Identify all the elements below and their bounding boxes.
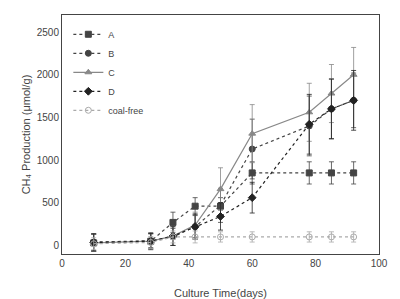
svg-text:CH₄ Production (μmol/g): CH₄ Production (μmol/g) bbox=[20, 75, 32, 195]
svg-text:80: 80 bbox=[310, 258, 322, 269]
svg-text:D: D bbox=[108, 87, 115, 97]
svg-text:60: 60 bbox=[247, 258, 259, 269]
svg-text:C: C bbox=[108, 68, 115, 78]
svg-text:2000: 2000 bbox=[37, 69, 60, 80]
svg-text:coal-free: coal-free bbox=[108, 106, 143, 116]
svg-text:0: 0 bbox=[59, 258, 65, 269]
svg-text:100: 100 bbox=[371, 258, 388, 269]
svg-text:0: 0 bbox=[53, 240, 59, 251]
svg-text:Culture Time(days): Culture Time(days) bbox=[174, 287, 267, 299]
svg-text:2500: 2500 bbox=[37, 27, 60, 38]
svg-text:B: B bbox=[108, 49, 114, 59]
svg-text:500: 500 bbox=[42, 197, 59, 208]
svg-text:40: 40 bbox=[183, 258, 195, 269]
svg-text:1000: 1000 bbox=[37, 155, 60, 166]
svg-text:A: A bbox=[108, 30, 114, 40]
svg-text:20: 20 bbox=[120, 258, 132, 269]
svg-text:1500: 1500 bbox=[37, 112, 60, 123]
